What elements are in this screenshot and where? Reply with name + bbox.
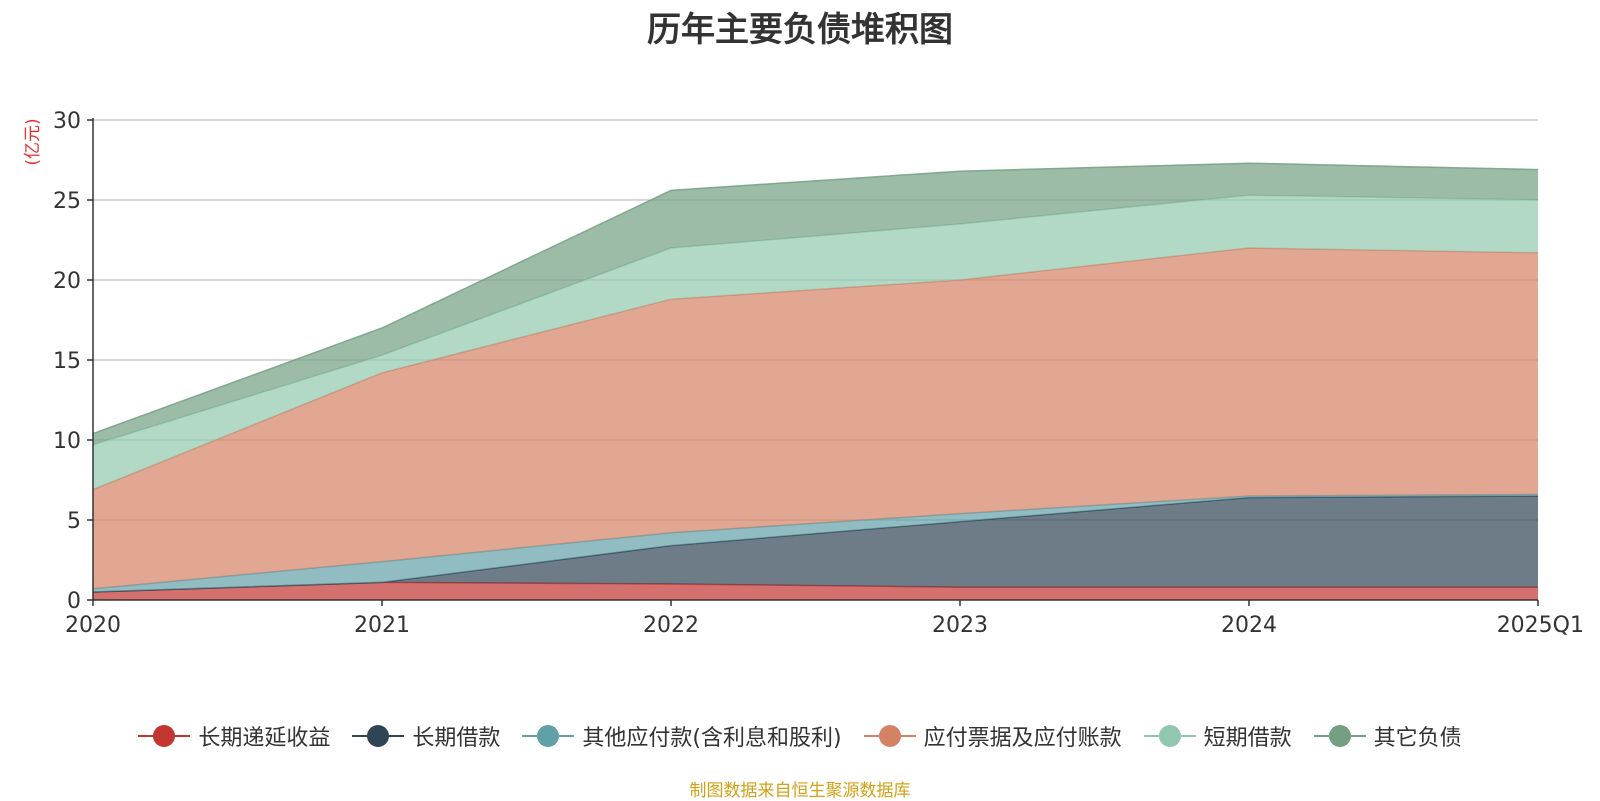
- legend-item-0[interactable]: 长期递延收益: [138, 720, 330, 752]
- legend-label-4: 短期借款: [1203, 726, 1292, 751]
- area-series-5: [93, 163, 1538, 445]
- area-series-1: [93, 496, 1538, 592]
- legend-item-3[interactable]: 应付票据及应付账款: [863, 720, 1122, 752]
- legend-item-2[interactable]: 其他应付款(含利息和股利): [522, 720, 842, 752]
- y-axis-unit-label: (亿元): [23, 118, 43, 165]
- source-note: 制图数据来自恒生聚源数据库: [689, 781, 911, 801]
- legend-item-4[interactable]: 短期借款: [1143, 720, 1292, 752]
- legend-label-1: 长期借款: [412, 726, 501, 751]
- series-line-2: [92, 493, 1539, 590]
- x-tick-label-2: 2022: [643, 613, 699, 638]
- legend-marker-0: [138, 724, 191, 748]
- area-series-3: [93, 248, 1538, 589]
- x-tick-label-3: 2023: [932, 613, 988, 638]
- y-tick-label-6: 30: [53, 109, 81, 134]
- legend-marker-4: [1143, 724, 1196, 748]
- legend-item-1[interactable]: 长期借款: [352, 720, 500, 752]
- area-series-4: [93, 195, 1538, 490]
- x-tick-label-5: 2025Q1: [1497, 613, 1584, 638]
- legend-marker-5: [1313, 724, 1366, 748]
- y-tick-label-4: 20: [53, 269, 81, 294]
- legend-label-5: 其它负债: [1373, 726, 1462, 751]
- area-series-2: [93, 494, 1538, 592]
- legend-label-3: 应付票据及应付账款: [923, 726, 1122, 751]
- legend-marker-3: [863, 724, 916, 748]
- legend-label-0: 长期递延收益: [198, 726, 331, 751]
- y-tick-label-2: 10: [53, 429, 81, 454]
- legend-marker-1: [352, 724, 405, 748]
- y-tick-label-3: 15: [53, 349, 81, 374]
- axes: 0 5 10 15 20 25 30 2020 2021 2022 2023 2024 2025Q1: [53, 109, 1584, 638]
- x-tick-label-4: 2024: [1221, 613, 1277, 638]
- y-tick-label-0: 0: [67, 589, 81, 614]
- chart-plot: 0 5 10 15 20 25 30 2020 2021 2022 2023 2024 2025Q1 (…: [23, 109, 1584, 638]
- chart-title: 历年主要负债堆积图: [647, 10, 953, 50]
- y-tick-label-1: 5: [67, 509, 81, 534]
- area-series-0: [93, 582, 1538, 600]
- x-tick-label-0: 2020: [65, 613, 121, 638]
- legend: 长期递延收益 长期借款 其他应付款(含利息和股利) 应付票据及应付账款 短期借款 其它负债: [0, 718, 1600, 754]
- legend-label-2: 其他应付款(含利息和股利): [582, 726, 842, 751]
- legend-item-5[interactable]: 其它负债: [1313, 720, 1462, 752]
- legend-marker-2: [522, 724, 575, 748]
- area-series: [92, 162, 1539, 600]
- series-line-5: [92, 162, 1539, 435]
- x-tick-label-1: 2021: [354, 613, 410, 638]
- y-tick-label-5: 25: [53, 189, 81, 214]
